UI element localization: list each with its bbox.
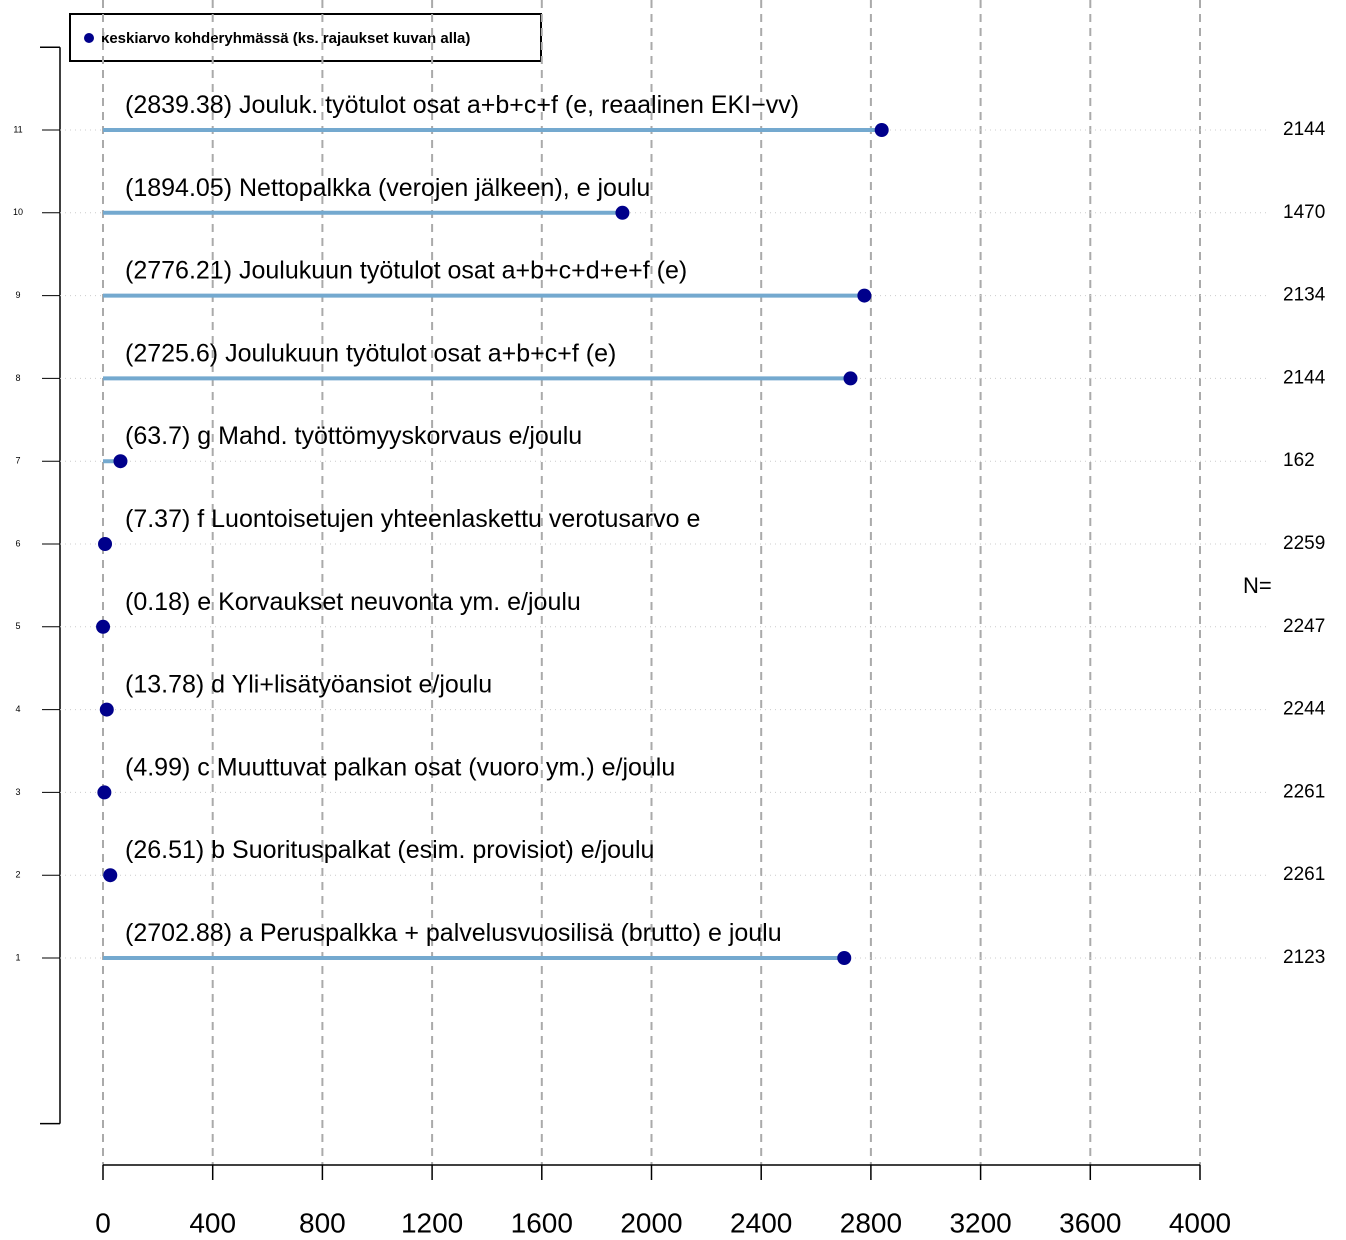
n-value: 1470 bbox=[1283, 202, 1325, 223]
n-value: 2247 bbox=[1283, 616, 1325, 637]
x-tick-label: 0 bbox=[95, 1207, 111, 1238]
x-tick-label: 2800 bbox=[840, 1207, 902, 1238]
row-label: (2839.38) Jouluk. työtulot osat a+b+c+f … bbox=[125, 91, 799, 119]
mean-point bbox=[874, 123, 889, 137]
x-tick-label: 3200 bbox=[949, 1207, 1011, 1238]
x-tick-label: 4000 bbox=[1169, 1207, 1231, 1238]
mean-point bbox=[837, 951, 852, 965]
category-label: c Muuttuvat palkan osat (vuoro ym.) e/jo… bbox=[197, 753, 675, 781]
row-label: (63.7) g Mahd. työttömyyskorvaus e/joulu bbox=[125, 422, 582, 450]
row-label: (0.18) e Korvaukset neuvonta ym. e/joulu bbox=[125, 587, 581, 615]
legend-box bbox=[69, 13, 542, 62]
category-label: Jouluk. työtulot osat a+b+c+f (e, reaali… bbox=[239, 91, 799, 119]
category-label: Joulukuun työtulot osat a+b+c+f (e) bbox=[225, 339, 616, 367]
mean-point bbox=[97, 785, 112, 800]
mean-point bbox=[857, 288, 872, 303]
y-tick-label: 11 bbox=[13, 124, 22, 134]
n-value: 162 bbox=[1283, 450, 1315, 471]
value-label: (4.99) bbox=[125, 753, 190, 781]
n-value: 2244 bbox=[1283, 699, 1326, 720]
y-tick-label: 10 bbox=[13, 207, 23, 217]
y-tick-label: 2 bbox=[15, 870, 20, 880]
mean-point bbox=[98, 537, 113, 551]
category-label: e Korvaukset neuvonta ym. e/joulu bbox=[197, 587, 581, 615]
n-value: 2261 bbox=[1283, 864, 1325, 885]
value-label: (2725.6) bbox=[125, 339, 218, 367]
row-label: (2776.21) Joulukuun työtulot osat a+b+c+… bbox=[125, 256, 687, 284]
n-value: 2144 bbox=[1283, 367, 1326, 388]
legend-marker bbox=[84, 33, 94, 43]
row-label: (1894.05) Nettopalkka (verojen jälkeen),… bbox=[125, 173, 650, 201]
mean-point bbox=[96, 619, 111, 634]
value-label: (2702.88) bbox=[125, 919, 232, 947]
y-tick-label: 9 bbox=[15, 290, 20, 300]
n-value: 2123 bbox=[1283, 947, 1325, 968]
x-tick-label: 1200 bbox=[401, 1207, 463, 1238]
n-value: 2144 bbox=[1283, 119, 1326, 140]
y-tick-label: 5 bbox=[15, 621, 20, 631]
value-label: (0.18) bbox=[125, 587, 190, 615]
row-label: (7.37) f Luontoisetujen yhteenlaskettu v… bbox=[125, 505, 700, 533]
y-tick-label: 1 bbox=[15, 952, 20, 962]
value-label: (7.37) bbox=[125, 505, 190, 533]
value-label: (13.78) bbox=[125, 670, 204, 698]
mean-point bbox=[843, 371, 858, 386]
value-label: (2839.38) bbox=[125, 91, 232, 119]
category-label: Joulukuun työtulot osat a+b+c+d+e+f (e) bbox=[239, 256, 687, 284]
n-label: N= bbox=[1243, 573, 1272, 598]
y-tick-label: 4 bbox=[15, 704, 20, 714]
category-label: a Peruspalkka + palvelusvuosilisä (brutt… bbox=[239, 919, 782, 947]
x-tick-label: 2000 bbox=[620, 1207, 682, 1238]
row-label: (2702.88) a Peruspalkka + palvelusvuosil… bbox=[125, 919, 782, 947]
x-tick-label: 3600 bbox=[1059, 1207, 1121, 1238]
row-label: (26.51) b Suorituspalkat (esim. provisio… bbox=[125, 836, 654, 864]
category-label: Nettopalkka (verojen jälkeen), e joulu bbox=[239, 173, 650, 201]
mean-point bbox=[103, 868, 118, 883]
category-label: g Mahd. työttömyyskorvaus e/joulu bbox=[197, 422, 582, 450]
y-tick-label: 7 bbox=[15, 456, 20, 466]
y-tick-label: 6 bbox=[15, 538, 20, 548]
x-tick-label: 400 bbox=[189, 1207, 236, 1238]
category-label: f Luontoisetujen yhteenlaskettu verotusa… bbox=[197, 505, 700, 533]
category-label: b Suorituspalkat (esim. provisiot) e/jou… bbox=[211, 836, 654, 864]
mean-point bbox=[615, 205, 630, 220]
y-tick-label: 8 bbox=[15, 373, 20, 383]
value-label: (1894.05) bbox=[125, 173, 232, 201]
x-tick-label: 800 bbox=[299, 1207, 346, 1238]
category-label: d Yli+lisätyöansiot e/joulu bbox=[211, 670, 492, 698]
mean-point bbox=[99, 702, 114, 717]
x-tick-label: 1600 bbox=[511, 1207, 573, 1238]
row-label: (13.78) d Yli+lisätyöansiot e/joulu bbox=[125, 670, 492, 698]
n-value: 2259 bbox=[1283, 533, 1325, 554]
n-value: 2261 bbox=[1283, 781, 1325, 802]
mean-point bbox=[113, 454, 128, 469]
value-label: (26.51) bbox=[125, 836, 204, 864]
value-label: (2776.21) bbox=[125, 256, 232, 284]
legend-label: keskiarvo kohderyhmässä (ks. rajaukset k… bbox=[101, 30, 470, 47]
x-tick-label: 2400 bbox=[730, 1207, 792, 1238]
row-label: (2725.6) Joulukuun työtulot osat a+b+c+f… bbox=[125, 339, 616, 367]
value-label: (63.7) bbox=[125, 422, 190, 450]
n-value: 2134 bbox=[1283, 285, 1326, 306]
row-label: (4.99) c Muuttuvat palkan osat (vuoro ym… bbox=[125, 753, 675, 781]
y-tick-label: 3 bbox=[15, 787, 20, 797]
